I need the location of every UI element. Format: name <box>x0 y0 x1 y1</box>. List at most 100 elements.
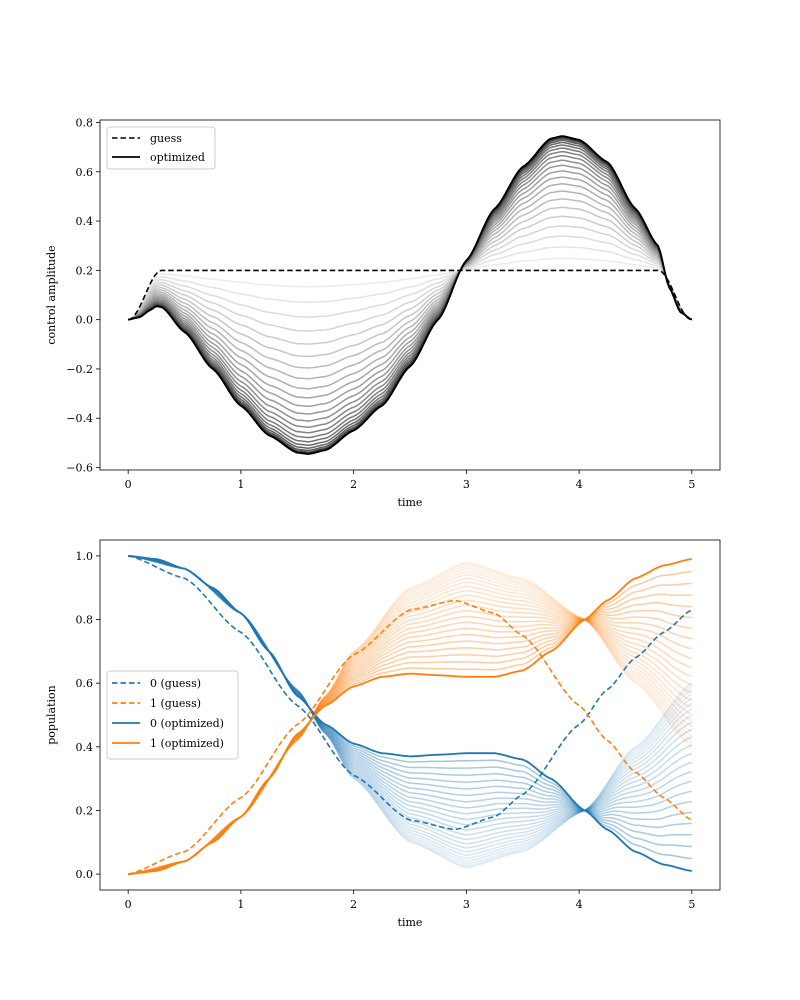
x-tick-label: 0 <box>125 898 132 911</box>
y-axis-label: control amplitude <box>45 245 58 344</box>
axes-frame <box>99 539 721 891</box>
iteration-line-1 <box>128 599 693 875</box>
y-tick-label: −0.6 <box>66 462 93 475</box>
guess-line <box>128 269 692 321</box>
iteration-line-0 <box>128 555 693 845</box>
y-tick-label: 0.2 <box>76 264 94 277</box>
iteration-line <box>128 164 693 415</box>
iteration-line-0 <box>128 555 692 812</box>
x-tick-label: 5 <box>688 898 695 911</box>
x-axis-label: time <box>398 916 423 929</box>
iteration-line-1 <box>128 604 693 875</box>
plot-area <box>128 555 693 875</box>
y-tick-label: 0.8 <box>76 116 94 129</box>
iteration-line-1 <box>128 561 693 875</box>
iteration-line-0 <box>128 555 693 826</box>
iteration-line-1 <box>128 616 692 875</box>
legend-label: 1 (optimized) <box>150 737 224 750</box>
iteration-line <box>128 206 693 358</box>
y-tick-label: 0.4 <box>76 215 94 228</box>
iteration-line-1 <box>128 573 693 875</box>
y-tick-label: −0.2 <box>66 363 93 376</box>
plot-area <box>128 135 693 455</box>
iteration-line-1 <box>128 585 693 875</box>
iteration-line <box>128 141 693 447</box>
y-tick-label: 0.4 <box>76 741 94 754</box>
iteration-line <box>128 257 692 321</box>
iteration-line <box>128 159 693 422</box>
y-tick-label: 0.8 <box>76 614 94 627</box>
iteration-line-1 <box>128 562 693 875</box>
y-tick-label: 1.0 <box>76 550 94 563</box>
iteration-line-0 <box>128 555 693 857</box>
legend-optimized-label: optimized <box>150 151 205 164</box>
iteration-line-1 <box>128 609 693 875</box>
iteration-line-1 <box>128 589 693 875</box>
iteration-line-1 <box>128 570 693 875</box>
iteration-line <box>128 225 693 332</box>
iteration-line-0 <box>128 555 693 841</box>
iteration-line-0 <box>128 555 693 831</box>
iteration-line-1 <box>128 618 692 875</box>
iteration-line-0 <box>128 555 693 836</box>
legend-label: 0 (guess) <box>150 677 201 690</box>
iteration-line-0 <box>128 555 692 821</box>
optimized-line <box>128 135 693 455</box>
iteration-line-0 <box>128 555 693 821</box>
y-tick-label: 0.0 <box>76 868 94 881</box>
x-tick-label: 1 <box>237 478 244 491</box>
x-tick-label: 3 <box>463 898 470 911</box>
iteration-line-1 <box>128 609 692 875</box>
x-tick-label: 2 <box>350 898 357 911</box>
iteration-line <box>128 246 692 321</box>
iteration-line-1 <box>128 565 693 875</box>
iteration-line <box>128 176 693 399</box>
y-tick-label: 0.0 <box>76 314 94 327</box>
iteration-line <box>128 154 693 428</box>
iteration-line-1 <box>128 568 693 875</box>
iteration-line <box>128 147 693 439</box>
guess-line-0 <box>128 555 693 831</box>
iteration-line-0 <box>128 555 693 869</box>
iteration-line-1 <box>128 617 692 875</box>
iteration-line-0 <box>128 555 692 815</box>
iteration-line <box>128 144 693 443</box>
x-tick-label: 4 <box>576 478 583 491</box>
iteration-line <box>128 235 692 321</box>
x-tick-label: 3 <box>463 478 470 491</box>
x-tick-label: 0 <box>125 478 132 491</box>
iteration-line-0 <box>128 555 693 849</box>
iteration-line-0 <box>128 555 693 867</box>
legend-label: 0 (optimized) <box>150 717 224 730</box>
iteration-line <box>128 190 693 380</box>
iteration-line-0 <box>128 555 693 860</box>
legend-label: 1 (guess) <box>150 697 201 710</box>
iteration-line-0 <box>128 555 693 862</box>
x-axis-label: time <box>398 496 423 509</box>
axes-frame <box>99 119 721 471</box>
legend-box <box>106 670 239 760</box>
x-tick-label: 4 <box>576 898 583 911</box>
iteration-line-1 <box>128 594 693 875</box>
iteration-line-1 <box>128 563 693 875</box>
x-tick-label: 5 <box>688 478 695 491</box>
iteration-line <box>128 139 693 449</box>
y-tick-label: 0.6 <box>76 166 94 179</box>
iteration-line <box>128 150 693 434</box>
iteration-line <box>128 183 693 390</box>
y-tick-label: 0.6 <box>76 677 94 690</box>
y-axis-label: population <box>45 685 58 745</box>
optimized-line-0 <box>128 555 692 872</box>
iteration-line-1 <box>128 581 693 875</box>
guess-line-1 <box>128 599 693 875</box>
axes-2: 0 1 2 3 4 5 0.0 0.2 0.4 0.6 0.8 1.0 time population 0 … <box>45 539 721 929</box>
legend-guess-label: guess <box>150 132 182 145</box>
y-tick-label: 0.2 <box>76 804 94 817</box>
iteration-line-0 <box>128 555 693 868</box>
x-tick-label: 2 <box>350 478 357 491</box>
iteration-line <box>128 198 693 369</box>
iteration-line-0 <box>128 555 692 813</box>
optimized-line-1 <box>128 558 692 875</box>
axes-1: 0 1 2 3 4 5 −0.6 −0.4 −0.2 0.0 0.2 0.4 0.6 0.8 time con… <box>45 116 721 509</box>
